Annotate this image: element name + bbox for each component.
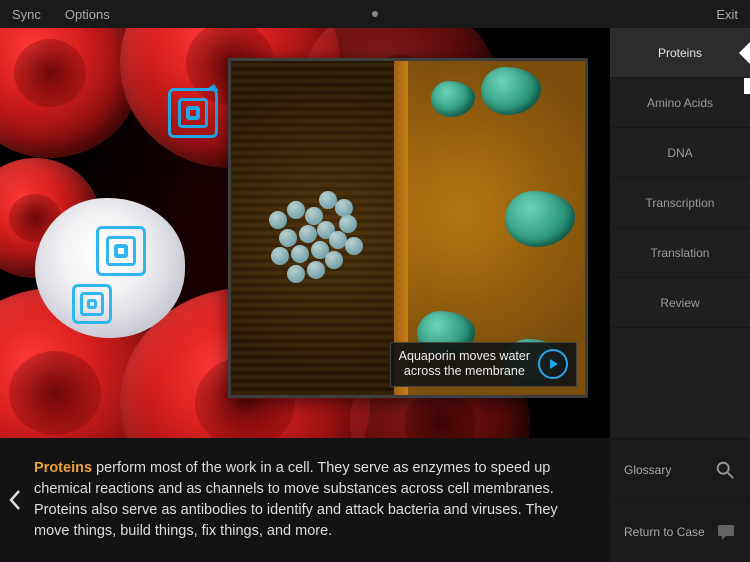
nav-item-label: Transcription xyxy=(646,196,715,210)
nav-item-transcription[interactable]: Transcription xyxy=(610,178,750,228)
body-text: Proteins perform most of the work in a c… xyxy=(30,444,610,556)
nav-item-proteins[interactable]: Proteins xyxy=(610,28,750,78)
nav-item-label: Proteins xyxy=(658,46,702,60)
nav-item-label: Translation xyxy=(651,246,710,260)
exit-button[interactable]: Exit xyxy=(716,7,738,22)
hotspot-marker[interactable] xyxy=(96,226,146,276)
nav-item-dna[interactable]: DNA xyxy=(610,128,750,178)
hotspot-marker[interactable] xyxy=(72,284,112,324)
options-button[interactable]: Options xyxy=(65,7,110,22)
inset-caption-text: Aquaporin moves water across the membran… xyxy=(399,349,530,380)
side-nav: Proteins Amino Acids DNA Transcription T… xyxy=(610,28,750,438)
top-bar: Sync Options Exit xyxy=(0,0,750,28)
glossary-label: Glossary xyxy=(624,463,671,477)
nav-item-review[interactable]: Review xyxy=(610,278,750,328)
hotspot-marker[interactable] xyxy=(168,88,218,138)
body-main-text: perform most of the work in a cell. They… xyxy=(34,460,558,539)
nav-item-amino-acids[interactable]: Amino Acids xyxy=(610,78,750,128)
nav-item-translation[interactable]: Translation xyxy=(610,228,750,278)
inset-caption: Aquaporin moves water across the membran… xyxy=(390,342,577,387)
nav-item-label: DNA xyxy=(667,146,692,160)
main-viewport: Aquaporin moves water across the membran… xyxy=(0,28,610,438)
search-icon xyxy=(714,459,736,481)
play-icon xyxy=(546,357,560,371)
play-button[interactable] xyxy=(538,349,568,379)
return-to-case-button[interactable]: Return to Case xyxy=(610,500,750,562)
nav-item-label: Review xyxy=(660,296,699,310)
body-highlight: Proteins xyxy=(34,460,92,476)
prev-button[interactable] xyxy=(0,438,30,562)
water-cluster xyxy=(259,171,399,311)
return-label: Return to Case xyxy=(624,525,705,539)
inset-panel: Aquaporin moves water across the membran… xyxy=(228,58,588,398)
chevron-left-icon xyxy=(8,489,22,511)
sync-button[interactable]: Sync xyxy=(12,7,41,22)
app-root: Sync Options Exit xyxy=(0,0,750,562)
utility-panel: Glossary Return to Case xyxy=(610,438,750,562)
red-blood-cell xyxy=(0,28,140,158)
nav-item-label: Amino Acids xyxy=(647,96,713,110)
glossary-button[interactable]: Glossary xyxy=(610,438,750,500)
page-indicator-dot xyxy=(372,11,378,17)
chat-icon xyxy=(716,523,736,541)
bottom-panel: Proteins perform most of the work in a c… xyxy=(0,438,610,562)
